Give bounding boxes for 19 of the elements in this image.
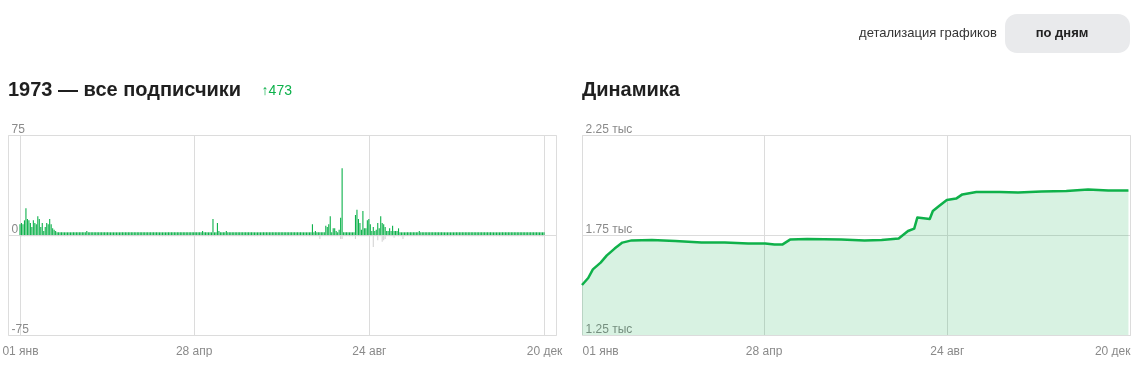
x-tick-label: 20 дек	[526, 343, 564, 358]
x-tick-label: 20 дек	[1094, 343, 1132, 358]
y-tick-label: 75	[11, 121, 26, 136]
x-tick-label: 01 янв	[2, 343, 39, 358]
x-tick-label: 28 апр	[745, 343, 783, 358]
chart-title: 1973 — все подписчики	[8, 78, 242, 100]
x-tick-label: 24 авг	[352, 343, 388, 358]
y-tick-label: -75	[11, 321, 30, 336]
x-tick-label: 24 авг	[930, 343, 965, 358]
chart-title: Динамика	[582, 78, 681, 100]
x-tick-label: 28 апр	[175, 343, 213, 358]
text: детализация графиков	[859, 25, 998, 40]
x-tick-label: 01 янв	[582, 343, 619, 358]
y-tick-label: 1.25 тыс	[585, 321, 633, 336]
y-tick-label: 1.75 тыс	[585, 221, 633, 236]
text: по дням	[1035, 25, 1089, 40]
y-tick-label: 0	[11, 221, 19, 236]
chart-subtitle: ↑473	[261, 82, 293, 98]
y-tick-label: 2.25 тыс	[585, 121, 633, 136]
